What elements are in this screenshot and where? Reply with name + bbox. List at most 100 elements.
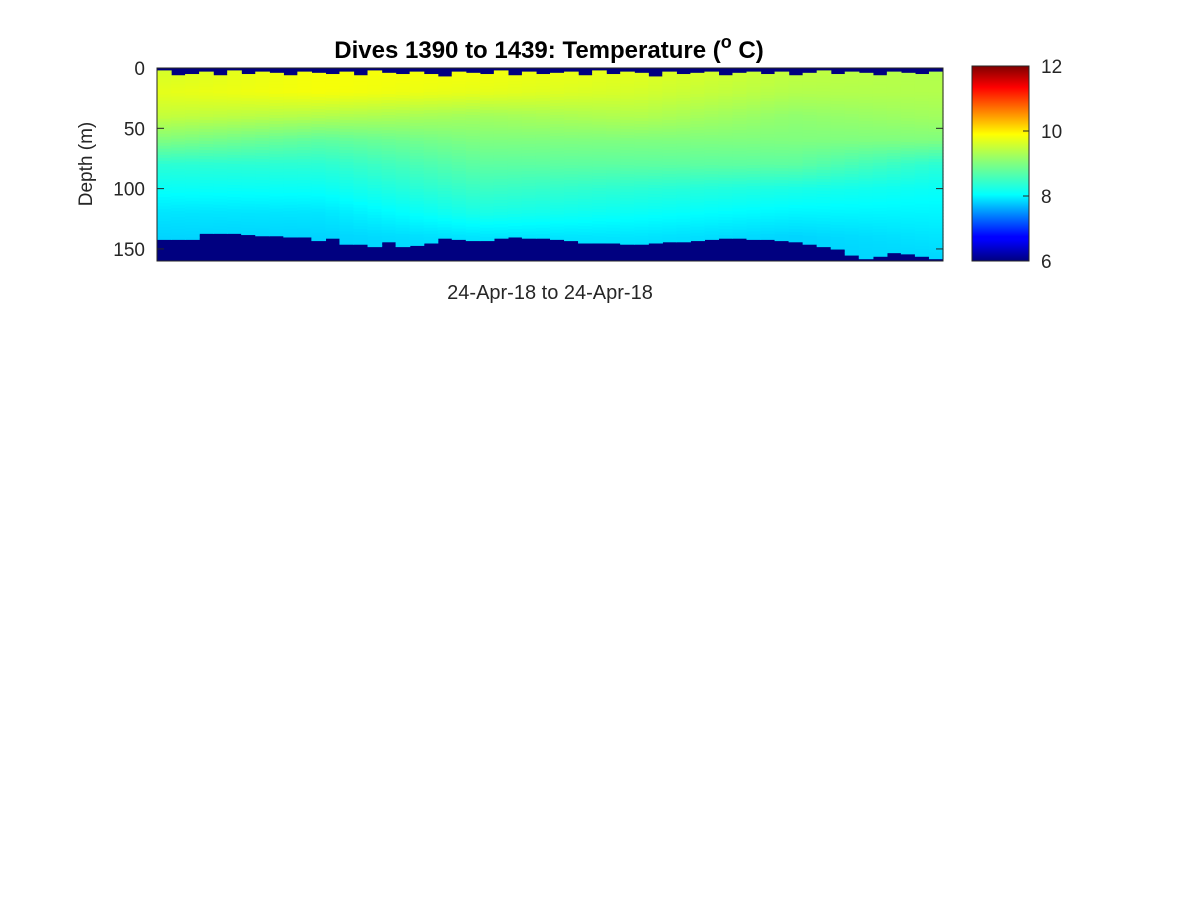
heatmap-cell	[255, 207, 270, 211]
heatmap-cell	[760, 77, 776, 81]
heatmap-cell	[886, 198, 902, 202]
heatmap-cell	[662, 95, 677, 100]
heatmap-cell	[844, 153, 860, 157]
heatmap-cell	[283, 186, 298, 191]
heatmap-cell	[900, 124, 916, 128]
heatmap-cell	[493, 194, 509, 198]
heatmap-cell	[227, 136, 242, 141]
heatmap-cell	[914, 194, 930, 199]
heatmap-cell	[339, 198, 355, 202]
heatmap-cell	[325, 107, 341, 111]
heatmap-cell	[521, 125, 537, 130]
heatmap-cell	[171, 150, 186, 155]
heatmap-cell	[423, 149, 439, 154]
heatmap-cell	[928, 156, 944, 160]
heatmap-cell	[521, 219, 537, 223]
heatmap-cell	[255, 89, 270, 94]
heatmap-cell	[199, 83, 214, 88]
heatmap-cell	[339, 234, 355, 239]
heatmap-cell	[227, 151, 242, 156]
heatmap-cell	[900, 84, 916, 89]
heatmap-cell	[507, 159, 523, 164]
heatmap-cell	[325, 224, 341, 229]
heatmap-cell	[311, 133, 327, 137]
heatmap-cell	[325, 182, 341, 187]
heatmap-cell	[479, 191, 495, 196]
heatmap-cell	[732, 172, 748, 176]
heatmap-cell	[325, 185, 341, 190]
heatmap-cell	[676, 239, 691, 243]
heatmap-cell	[451, 131, 467, 136]
heatmap-cell	[900, 214, 916, 219]
heatmap-cell	[493, 133, 509, 138]
heatmap-cell	[900, 130, 916, 134]
heatmap-cell	[157, 197, 172, 201]
heatmap-cell	[241, 185, 256, 190]
heatmap-cell	[353, 186, 369, 191]
heatmap-cell	[367, 191, 383, 195]
heatmap-cell	[802, 115, 818, 119]
heatmap-cell	[227, 154, 242, 159]
heatmap-cell	[550, 226, 565, 231]
heatmap-cell	[507, 153, 523, 158]
heatmap-cell	[606, 188, 621, 193]
heatmap-cell	[339, 128, 355, 133]
heatmap-cell	[255, 101, 270, 106]
heatmap-cell	[157, 233, 172, 237]
heatmap-cell	[732, 90, 748, 95]
heatmap-cell	[199, 150, 214, 154]
heatmap-cell	[704, 207, 720, 211]
heatmap-cell	[465, 169, 481, 173]
heatmap-cell	[690, 115, 705, 119]
heatmap-cell	[844, 189, 860, 193]
heatmap-cell	[718, 108, 734, 113]
heatmap-cell	[367, 121, 383, 126]
heatmap-cell	[185, 116, 200, 120]
heatmap-cell	[718, 192, 734, 197]
heatmap-cell	[269, 87, 284, 92]
heatmap-cell	[564, 225, 579, 230]
heatmap-cell	[325, 158, 341, 163]
heatmap-cell	[578, 210, 593, 215]
heatmap-cell	[858, 172, 874, 176]
heatmap-cell	[802, 99, 818, 104]
heatmap-cell	[423, 98, 439, 102]
heatmap-cell	[900, 217, 916, 222]
heatmap-column	[311, 72, 327, 242]
heatmap-cell	[479, 176, 495, 181]
heatmap-cell	[550, 142, 565, 146]
heatmap-cell	[746, 147, 762, 151]
heatmap-cell	[886, 183, 902, 187]
heatmap-cell	[858, 193, 874, 198]
heatmap-cell	[900, 193, 916, 198]
heatmap-column	[564, 71, 579, 242]
heatmap-cell	[816, 139, 832, 144]
heatmap-cell	[676, 236, 691, 241]
heatmap-cell	[479, 107, 495, 111]
heatmap-cell	[690, 214, 705, 219]
heatmap-cell	[479, 173, 495, 178]
heatmap-cell	[900, 133, 916, 137]
heatmap-cell	[493, 139, 509, 144]
heatmap-cell	[437, 148, 453, 153]
heatmap-cell	[662, 186, 677, 190]
heatmap-cell	[690, 87, 705, 92]
heatmap-cell	[690, 127, 705, 131]
heatmap-cell	[634, 72, 649, 77]
heatmap-cell	[507, 165, 523, 170]
heatmap-cell	[830, 179, 846, 184]
heatmap-cell	[339, 204, 355, 208]
heatmap-cell	[718, 144, 734, 149]
heatmap-cell	[437, 178, 453, 183]
heatmap-cell	[507, 141, 523, 146]
heatmap-cell	[648, 76, 663, 81]
heatmap-cell	[507, 207, 523, 212]
heatmap-cell	[241, 89, 256, 93]
heatmap-cell	[185, 233, 200, 238]
heatmap-cell	[535, 185, 551, 190]
heatmap-cell	[339, 180, 355, 184]
heatmap-cell	[620, 98, 635, 103]
heatmap-cell	[521, 83, 537, 88]
heatmap-cell	[339, 165, 355, 169]
heatmap-cell	[718, 223, 734, 227]
